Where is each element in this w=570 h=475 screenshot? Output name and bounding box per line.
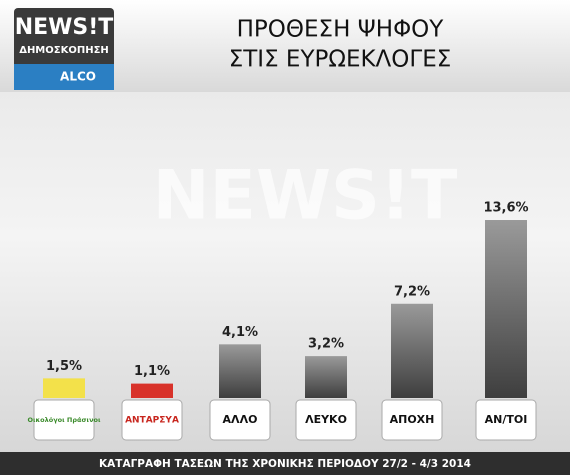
value-label: 1,1% — [134, 364, 170, 379]
value-label: 7,2% — [394, 284, 430, 299]
logo-subtitle: ΔΗΜΟΣΚΟΠΗΣΗ — [19, 45, 109, 56]
x-tick-label: ΑΝΤΑΡΣΥΑ — [125, 416, 179, 426]
chart-title: ΣΤΙΣ ΕΥΡΩΕΚΛΟΓΕΣ — [229, 47, 452, 73]
category-box — [209, 399, 271, 441]
logo-name: NEWS!T — [15, 15, 114, 40]
category-box — [295, 399, 357, 441]
footer: ΚΑΤΑΓΡΑΦΗ ΤΑΣΕΩΝ ΤΗΣ ΧΡΟΝΙΚΗΣ ΠΕΡΙΟΔΟΥ 2… — [99, 458, 471, 470]
x-tick-label: ΑΝ/ΤΟΙ — [485, 413, 528, 426]
bar — [485, 220, 527, 398]
category-box — [381, 399, 443, 441]
bar — [131, 383, 173, 398]
category-box — [475, 399, 537, 441]
watermark: NEWS!T — [153, 157, 458, 236]
logo-partner-box — [14, 64, 114, 90]
chart-title: ΠΡΟΘΕΣΗ ΨΗΦΟΥ — [237, 17, 445, 43]
value-label: 4,1% — [222, 325, 258, 340]
value-label: 13,6% — [483, 201, 528, 216]
category-box — [33, 399, 95, 441]
x-tick-label: Οικολόγοι Πράσινοι — [28, 416, 101, 424]
bar — [219, 344, 261, 398]
x-tick-label: ΑΛΛΟ — [223, 413, 258, 426]
bar — [43, 378, 85, 398]
footer-band — [0, 452, 570, 475]
x-tick-label: ΛΕΥΚΟ — [305, 413, 347, 426]
logo-partner: ALCO — [60, 70, 96, 84]
x-tick-label: ΑΠΟΧΗ — [390, 413, 435, 426]
bar — [391, 303, 433, 398]
bar — [305, 356, 347, 398]
value-label: 1,5% — [46, 359, 82, 374]
value-label: 3,2% — [308, 337, 344, 352]
category-box — [121, 399, 183, 441]
